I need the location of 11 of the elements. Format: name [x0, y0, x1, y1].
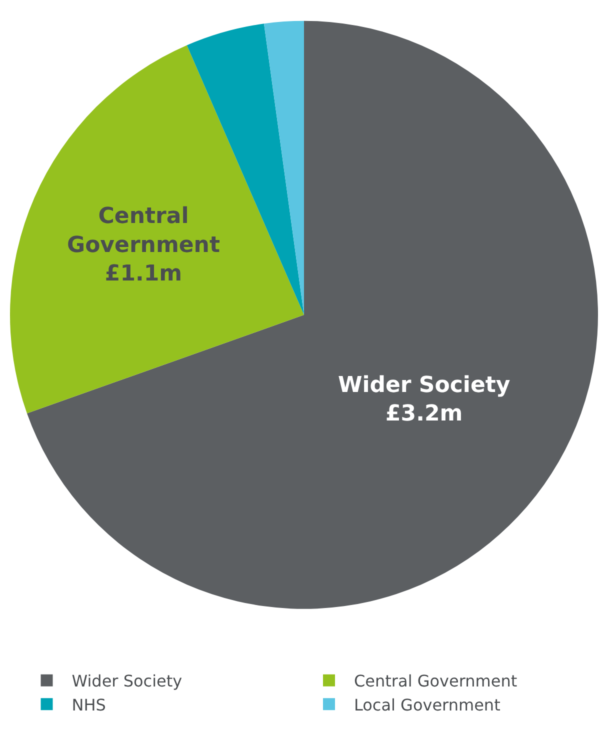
pie-slice — [26, 20, 598, 608]
legend-label: Local Government — [354, 695, 500, 714]
slice-label: Central Government — [67, 204, 220, 258]
pie-slice — [10, 45, 304, 414]
legend-label: Wider Society — [72, 672, 182, 691]
legend-label: NHS — [72, 695, 106, 714]
data-label: £3.2m — [385, 401, 463, 426]
pie-slice — [264, 20, 304, 315]
slice-label: Wider Society — [338, 372, 510, 398]
data-label: £1.1m — [104, 261, 182, 286]
legend-label: Central Government — [354, 672, 518, 691]
